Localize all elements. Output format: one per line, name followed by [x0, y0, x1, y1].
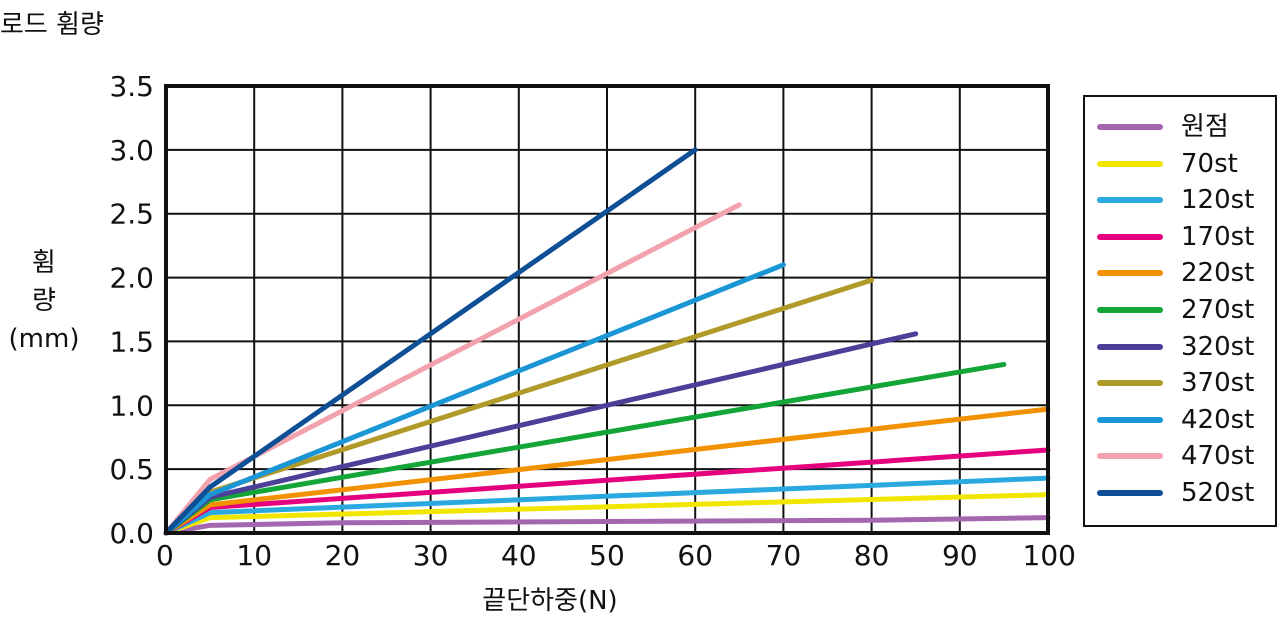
legend-label: 170st — [1181, 221, 1255, 252]
legend-label: 370st — [1181, 368, 1255, 399]
y-tick-label: 1.0 — [109, 389, 154, 422]
legend-item: 120st — [1085, 182, 1275, 218]
legend-item: 520st — [1085, 475, 1275, 511]
x-tick-label: 20 — [325, 539, 361, 572]
y-tick-label: 0.5 — [109, 453, 154, 486]
chart-title: 로드 휨량 — [0, 10, 104, 40]
y-axis-label-line-2: 량 — [32, 286, 56, 316]
legend-swatch — [1097, 197, 1163, 204]
series-line-10 — [163, 202, 742, 536]
x-tick-labels: 0 10 20 30 40 50 60 70 80 90 100 — [156, 539, 1076, 572]
legend-label: 470st — [1181, 441, 1255, 472]
legend-item: 170st — [1085, 219, 1275, 255]
series-lines — [163, 147, 1051, 536]
legend-label: 70st — [1181, 148, 1238, 179]
x-tick-label: 10 — [236, 539, 272, 572]
legend-item: 원점 — [1085, 109, 1275, 145]
legend-swatch — [1097, 160, 1163, 167]
x-tick-label: 0 — [156, 539, 174, 572]
legend-item: 420st — [1085, 402, 1275, 438]
x-tick-label: 60 — [677, 539, 713, 572]
legend-item: 320st — [1085, 329, 1275, 365]
y-tick-labels: 0.0 0.5 1.0 1.5 2.0 2.5 3.0 3.5 — [109, 70, 154, 550]
legend-label: 220st — [1181, 258, 1255, 289]
legend-swatch — [1097, 270, 1163, 277]
legend-label: 520st — [1181, 478, 1255, 508]
legend-label: 원점 — [1181, 112, 1229, 142]
y-tick-label: 3.0 — [109, 134, 154, 167]
x-tick-label: 80 — [854, 539, 890, 572]
legend: 원점 70st 120st 170st 220st 270st 320st 370st 420s… — [1083, 95, 1277, 527]
y-tick-label: 3.5 — [109, 70, 154, 103]
y-tick-label: 0.0 — [109, 517, 154, 550]
legend-label: 420st — [1181, 404, 1255, 435]
x-tick-label: 30 — [413, 539, 449, 572]
legend-swatch — [1097, 453, 1163, 460]
line-chart: 0 10 20 30 40 50 60 70 80 90 100 0.0 0.5 1.0 1.5 2.0 2.… — [109, 70, 1076, 572]
x-tick-label: 40 — [501, 539, 537, 572]
legend-swatch — [1097, 380, 1163, 387]
x-axis-label: 끝단하중(N) — [482, 586, 618, 616]
legend-label: 320st — [1181, 331, 1255, 362]
y-axis-label: 휨 량 (mm) — [2, 244, 86, 358]
legend-item: 70st — [1085, 146, 1275, 182]
legend-item: 470st — [1085, 438, 1275, 474]
x-tick-label: 90 — [942, 539, 978, 572]
legend-swatch — [1097, 416, 1163, 423]
legend-label: 120st — [1181, 185, 1255, 216]
series-line-1 — [163, 515, 1051, 536]
x-tick-label: 100 — [1023, 539, 1076, 572]
legend-swatch — [1097, 343, 1163, 350]
x-tick-label: 50 — [589, 539, 625, 572]
x-tick-label: 70 — [766, 539, 802, 572]
legend-item: 370st — [1085, 365, 1275, 401]
legend-label: 270st — [1181, 295, 1255, 325]
legend-swatch — [1097, 124, 1163, 130]
y-tick-label: 1.5 — [109, 325, 154, 358]
legend-swatch — [1097, 307, 1163, 313]
legend-item: 270st — [1085, 292, 1275, 328]
legend-swatch — [1097, 233, 1163, 240]
y-axis-label-line-1: 휨 — [32, 248, 56, 278]
legend-swatch — [1097, 490, 1163, 496]
series-line-11 — [163, 147, 698, 536]
y-tick-label: 2.0 — [109, 262, 154, 295]
plot-frame — [164, 84, 1050, 535]
y-tick-label: 2.5 — [109, 198, 154, 231]
y-axis-label-line-3: (mm) — [8, 324, 80, 354]
legend-item: 220st — [1085, 255, 1275, 291]
